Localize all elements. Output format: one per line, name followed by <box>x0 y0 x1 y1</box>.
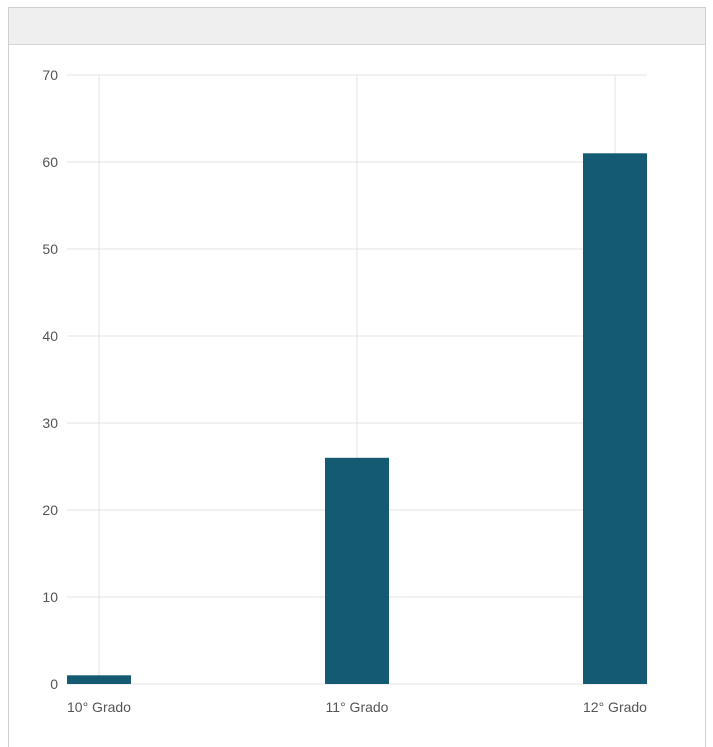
y-tick-label-0: 0 <box>50 676 58 692</box>
y-tick-label-70: 70 <box>42 67 58 83</box>
panel-header <box>9 8 705 45</box>
y-tick-label-50: 50 <box>42 241 58 257</box>
bar-2[interactable] <box>583 153 647 685</box>
x-tick-label-0: 10° Grado <box>67 699 131 715</box>
x-axis-ticks: 10° Grado 11° Grado 12° Grado <box>67 699 647 715</box>
y-tick-label-10: 10 <box>42 589 58 605</box>
y-tick-label-20: 20 <box>42 502 58 518</box>
x-tick-label-1: 11° Grado <box>326 699 389 715</box>
bars <box>67 153 647 685</box>
y-tick-label-30: 30 <box>42 415 58 431</box>
x-tick-label-2: 12° Grado <box>583 699 647 715</box>
bar-0[interactable] <box>67 675 131 684</box>
y-tick-label-40: 40 <box>42 328 58 344</box>
bar-1[interactable] <box>325 457 389 684</box>
y-axis-ticks: 0 10 20 30 40 50 60 70 <box>42 67 58 692</box>
y-tick-label-60: 60 <box>42 154 58 170</box>
